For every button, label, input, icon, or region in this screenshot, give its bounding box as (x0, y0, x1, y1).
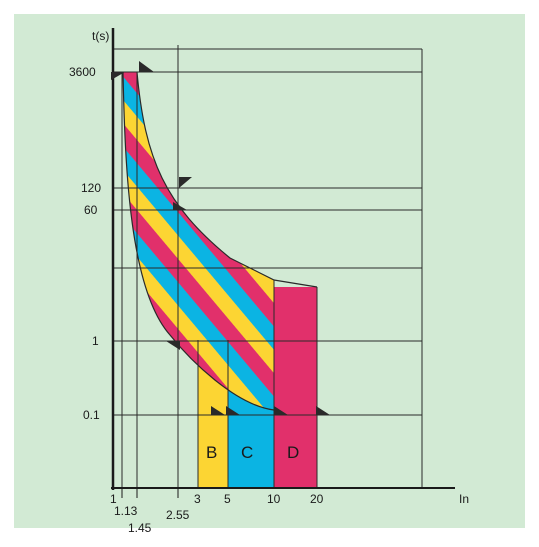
x-tick-label: 2.55 (166, 508, 190, 522)
zone-d-fill (274, 287, 317, 488)
marker-lower-3600 (111, 72, 125, 80)
curve-markers (111, 61, 330, 415)
lower-curve (122, 71, 275, 411)
x-tick-label: 10 (267, 492, 281, 506)
marker-d-trip (316, 406, 330, 415)
marker-upper-3600 (139, 61, 154, 72)
marker-b-trip (211, 406, 225, 415)
y-tick-label: 3600 (69, 65, 96, 79)
curve-label-b: B (206, 443, 217, 462)
marker-upper-60 (173, 202, 187, 210)
y-tick-label: 1 (92, 334, 99, 348)
x-tick-label: 1.45 (128, 521, 152, 535)
marker-c-trip (226, 406, 240, 415)
x-tick-label: 20 (310, 492, 324, 506)
x-tick-label: 1 (110, 492, 117, 506)
marker-upper-120 (179, 177, 192, 188)
y-tick-label: 0.1 (83, 408, 100, 422)
x-axis-ticks (121, 488, 179, 498)
y-tick-label: 120 (81, 181, 101, 195)
x-tick-label: 3 (194, 492, 201, 506)
vertical-gridlines (121, 45, 423, 488)
curve-label-c: C (241, 443, 253, 462)
x-axis-title: In (459, 492, 469, 506)
tripping-band (123, 72, 274, 410)
y-tick-label: 60 (84, 203, 98, 217)
upper-curve (136, 71, 318, 288)
x-tick-label: 1.13 (114, 504, 138, 518)
x-tick-label: 5 (224, 492, 231, 506)
y-axis-title: t(s) (92, 29, 109, 43)
curve-label-d: D (287, 443, 299, 462)
marker-lower-1 (166, 341, 180, 350)
horizontal-gridlines (113, 48, 422, 416)
marker-c-upper (274, 406, 288, 415)
